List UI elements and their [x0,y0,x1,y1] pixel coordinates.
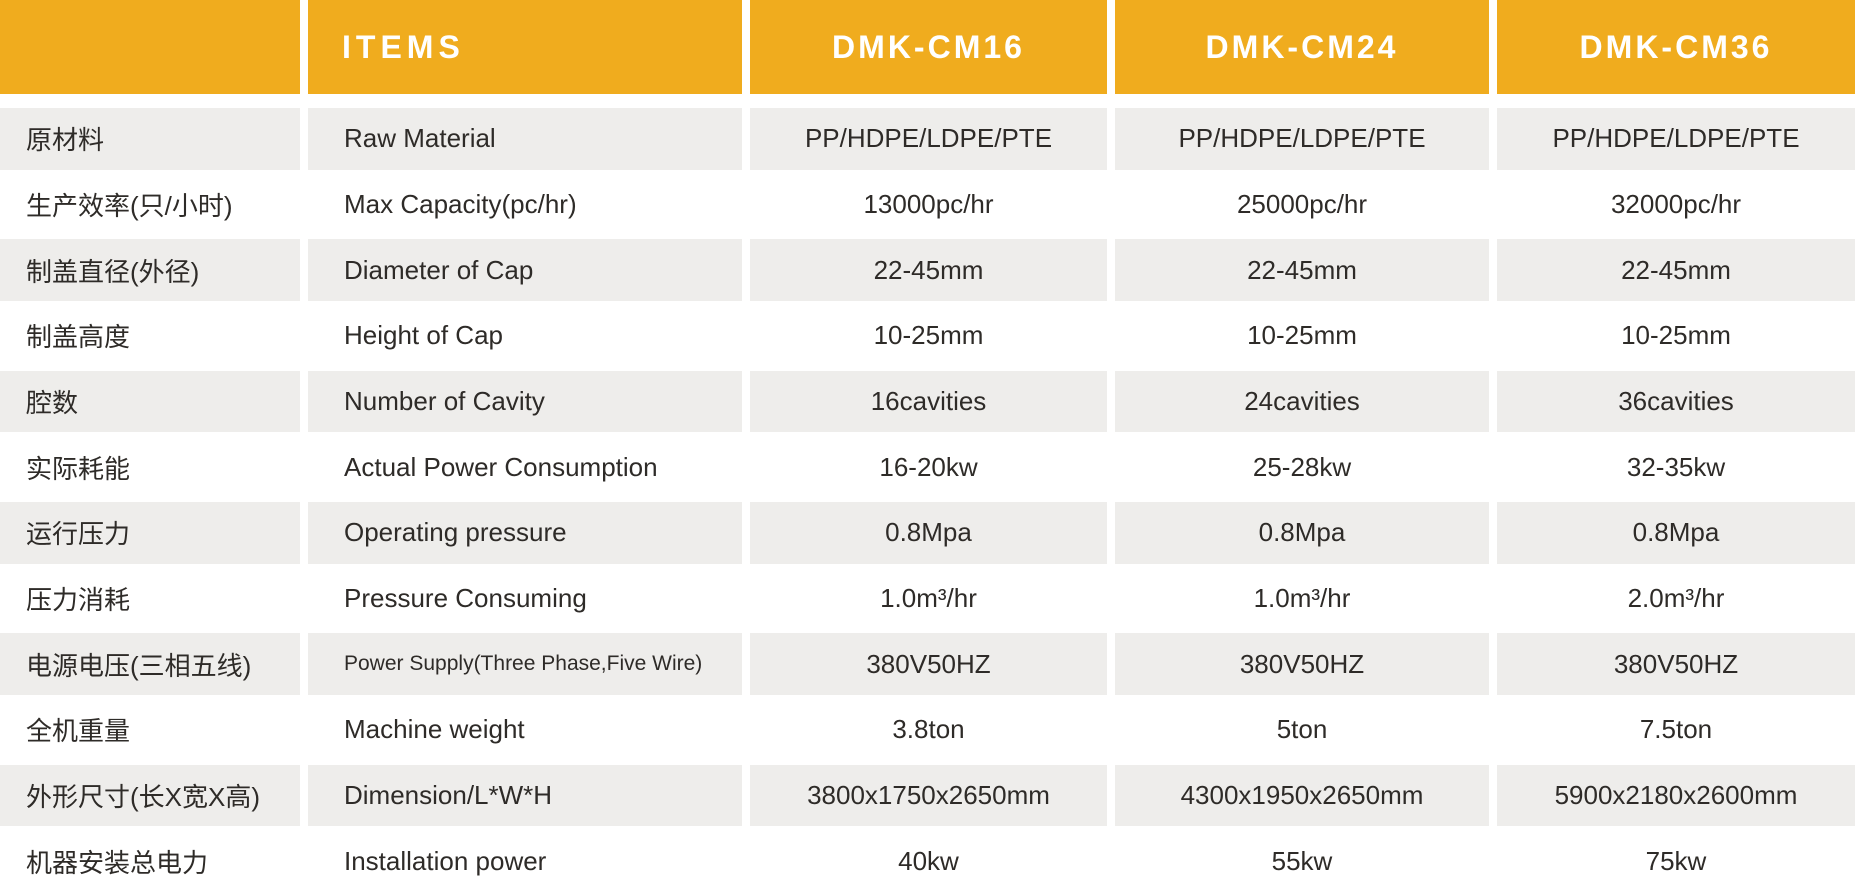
table-row: 运行压力 Operating pressure 0.8Mpa 0.8Mpa 0.… [0,498,1855,568]
value-dmk-cm36: 5900x2180x2600mm [1497,764,1855,827]
value-dmk-cm36: 36cavities [1497,370,1855,433]
value-dmk-cm16: 40kw [898,845,959,876]
table-row: 制盖直径(外径) Diameter of Cap 22-45mm 22-45mm… [0,235,1855,305]
header-items-cell: ITEMS [308,0,742,94]
row-label-chinese: 实际耗能 [26,453,131,484]
row-label-english: Dimension/L*W*H [308,764,742,827]
row-label-chinese: 制盖高度 [26,322,131,353]
table-row: 电源电压(三相五线) Power Supply(Three Phase,Five… [0,629,1855,699]
value-dmk-cm24: 22-45mm [1115,239,1489,302]
row-label-chinese: 压力消耗 [26,585,131,616]
header-model-dmk-cm16: DMK-CM16 [750,0,1107,94]
row-label-chinese: 制盖直径(外径) [0,239,300,302]
value-dmk-cm24: 0.8Mpa [1115,502,1489,564]
value-dmk-cm36: 32-35kw [1626,451,1726,482]
row-label-chinese: 腔数 [0,370,300,433]
row-label-english: Machine weight [344,714,525,745]
value-dmk-cm24: 1.0m³/hr [1253,583,1351,614]
table-row: 机器安装总电力 Installation power 40kw 55kw 75k… [0,830,1855,892]
value-dmk-cm24: 380V50HZ [1115,633,1489,696]
value-dmk-cm36: 75kw [1645,845,1707,876]
row-label-chinese: 电源电压(三相五线) [0,633,300,696]
header-corner-cell [0,0,300,94]
table-row: 腔数 Number of Cavity 16cavities 24cavitie… [0,367,1855,437]
row-label-chinese: 全机重量 [26,716,131,747]
table-row: 生产效率(只/小时) Max Capacity(pc/hr) 13000pc/h… [0,174,1855,236]
row-label-english: Power Supply(Three Phase,Five Wire) [308,633,742,696]
value-dmk-cm24: 10-25mm [1247,320,1357,351]
value-dmk-cm36: 22-45mm [1497,239,1855,302]
value-dmk-cm16: 22-45mm [750,239,1107,302]
value-dmk-cm24: 24cavities [1115,370,1489,433]
table-header-row: ITEMS DMK-CM16 DMK-CM24 DMK-CM36 [0,0,1855,94]
value-dmk-cm36: 380V50HZ [1497,633,1855,696]
row-label-english: Actual Power Consumption [344,451,658,482]
row-label-chinese: 机器安装总电力 [26,847,209,878]
value-dmk-cm16: 1.0m³/hr [880,583,977,614]
value-dmk-cm36: 2.0m³/hr [1627,583,1725,614]
row-label-english: Max Capacity(pc/hr) [344,189,577,219]
table-row: 压力消耗 Pressure Consuming 1.0m³/hr 1.0m³/h… [0,568,1855,630]
value-dmk-cm16: 13000pc/hr [863,189,994,219]
row-label-english: Raw Material [308,108,742,170]
table-row: 制盖高度 Height of Cap 10-25mm 10-25mm 10-25… [0,305,1855,367]
value-dmk-cm16: 380V50HZ [750,633,1107,696]
value-dmk-cm36: PP/HDPE/LDPE/PTE [1497,108,1855,170]
value-dmk-cm16: 3.8ton [892,714,965,745]
value-dmk-cm36: 0.8Mpa [1497,502,1855,564]
header-model-dmk-cm36: DMK-CM36 [1497,0,1855,94]
value-dmk-cm24: PP/HDPE/LDPE/PTE [1115,108,1489,170]
value-dmk-cm36: 10-25mm [1621,320,1731,351]
row-label-chinese: 原材料 [0,108,300,170]
value-dmk-cm24: 4300x1950x2650mm [1115,764,1489,827]
value-dmk-cm36: 7.5ton [1639,714,1713,745]
table-row: 全机重量 Machine weight 3.8ton 5ton 7.5ton [0,699,1855,761]
row-label-english: Operating pressure [308,502,742,564]
row-label-english: Number of Cavity [308,370,742,433]
table-body: 原材料 Raw Material PP/HDPE/LDPE/PTE PP/HDP… [0,104,1855,892]
value-dmk-cm24: 25-28kw [1252,451,1352,482]
table-row: 实际耗能 Actual Power Consumption 16-20kw 25… [0,436,1855,498]
header-model-dmk-cm24: DMK-CM24 [1115,0,1489,94]
row-label-chinese: 运行压力 [0,502,300,564]
value-dmk-cm16: PP/HDPE/LDPE/PTE [750,108,1107,170]
value-dmk-cm24: 5ton [1276,714,1328,745]
row-label-chinese: 生产效率(只/小时) [26,191,233,221]
row-label-english: Height of Cap [344,320,503,351]
value-dmk-cm16: 0.8Mpa [750,502,1107,564]
value-dmk-cm16: 16-20kw [879,451,978,482]
row-label-english: Diameter of Cap [308,239,742,302]
value-dmk-cm24: 55kw [1271,845,1333,876]
value-dmk-cm24: 25000pc/hr [1236,189,1368,219]
row-label-chinese: 外形尺寸(长X宽X高) [0,764,300,827]
table-row: 外形尺寸(长X宽X高) Dimension/L*W*H 3800x1750x26… [0,761,1855,831]
value-dmk-cm36: 32000pc/hr [1610,189,1742,219]
row-label-english: Pressure Consuming [344,583,587,614]
row-label-english: Installation power [344,845,547,876]
value-dmk-cm16: 10-25mm [873,320,984,351]
value-dmk-cm16: 16cavities [750,370,1107,433]
value-dmk-cm16: 3800x1750x2650mm [750,764,1107,827]
table-row: 原材料 Raw Material PP/HDPE/LDPE/PTE PP/HDP… [0,104,1855,174]
